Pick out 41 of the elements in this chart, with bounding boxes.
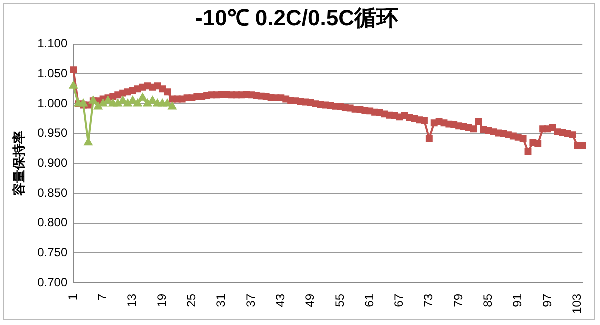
x-tick-label: 7	[96, 294, 110, 301]
point	[138, 94, 147, 101]
chart-title: -10℃ 0.2C/0.5C循环	[196, 5, 398, 30]
y-tick-label: 1.000	[38, 96, 68, 110]
y-tick-label: 0.750	[38, 245, 68, 260]
x-tick-label: 91	[510, 294, 525, 308]
x-tick-label: 13	[125, 294, 140, 308]
point	[144, 100, 152, 107]
y-tick-label: 1.050	[38, 66, 68, 81]
y-tick-label: 0.800	[38, 216, 68, 230]
point	[99, 100, 108, 107]
x-tick-label: 103	[570, 294, 584, 314]
x-tick-label: 49	[303, 294, 318, 308]
x-tick-label: 55	[332, 294, 347, 308]
y-axis-title: 容量保持率	[11, 131, 26, 198]
point	[163, 100, 172, 107]
y-tick-label: 0.950	[38, 126, 68, 140]
x-tick-label: 31	[214, 294, 228, 308]
y-tick-label: 1.100	[38, 36, 68, 51]
x-tick-label: 85	[481, 294, 496, 308]
x-tick-label: 25	[184, 294, 199, 308]
point	[128, 96, 137, 104]
x-tick-label: 79	[451, 294, 466, 308]
point	[94, 102, 102, 110]
x-tick-label: 97	[540, 294, 554, 308]
x-tick-label: 73	[422, 294, 436, 308]
x-tick-label: 61	[362, 294, 376, 308]
point	[134, 100, 142, 107]
point	[148, 96, 157, 104]
point	[119, 96, 128, 104]
y-tick-label: 0.900	[38, 156, 68, 170]
y-tick-label: 0.700	[38, 275, 68, 290]
point	[168, 102, 176, 110]
x-tick-label: 19	[154, 294, 169, 308]
x-tick-label: 1	[66, 294, 80, 301]
x-tick-label: 67	[392, 294, 406, 308]
y-tick-label: 0.850	[38, 186, 68, 200]
point	[124, 100, 132, 107]
x-tick-label: 37	[244, 294, 258, 308]
x-tick-label: 43	[273, 294, 288, 308]
point	[70, 82, 78, 89]
